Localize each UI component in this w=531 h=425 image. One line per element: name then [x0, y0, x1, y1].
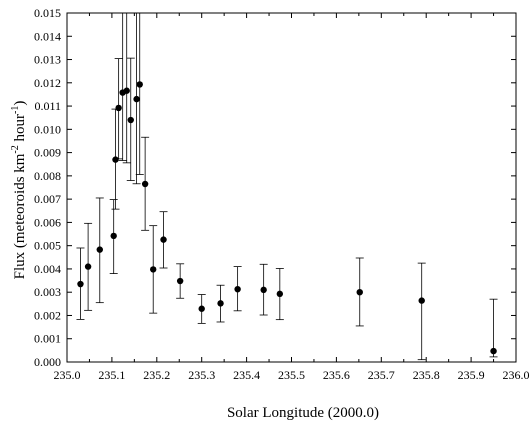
y-tick-label: 0.000: [34, 355, 61, 369]
x-axis-title: Solar Longitude (2000.0): [227, 405, 379, 421]
data-point: [77, 280, 84, 288]
data-point: [276, 290, 284, 298]
y-tick-label: 0.010: [34, 122, 61, 136]
y-axis-title-end: ): [12, 101, 28, 106]
y-tick-label: 0.005: [34, 239, 61, 253]
x-tick-label: 235.2: [143, 368, 170, 382]
y-axis-title-sup2: -1: [10, 106, 21, 114]
data-point: [176, 277, 184, 285]
data-point: [127, 116, 134, 124]
y-tick-label: 0.012: [34, 76, 61, 90]
axis-ticks: [66, 12, 517, 363]
data-point: [160, 236, 167, 243]
data-point: [115, 104, 122, 112]
data-point: [133, 95, 140, 103]
y-tick-label: 0.013: [34, 53, 61, 67]
y-axis-title-mid: hour: [12, 114, 28, 145]
data-point: [260, 286, 267, 294]
data-point: [198, 305, 205, 312]
data-point: [150, 266, 157, 273]
y-axis-title-sup1: -2: [10, 145, 21, 153]
y-tick-label: 0.004: [34, 262, 61, 276]
y-axis-title: Flux (meteoroids km-2 hour-1): [10, 101, 28, 280]
x-tick-label: 235.7: [368, 368, 395, 382]
data-point: [356, 289, 363, 296]
x-tick-label: 235.5: [278, 368, 305, 382]
x-tick-label: 235.6: [323, 368, 350, 382]
data-point: [110, 232, 117, 240]
x-tick-label: 235.4: [233, 368, 260, 382]
error-bars: [76, 12, 498, 361]
y-tick-label: 0.008: [34, 169, 61, 183]
x-tick-label: 235.9: [458, 368, 485, 382]
data-point: [136, 81, 143, 88]
y-tick-label: 0.009: [34, 146, 61, 160]
data-point: [141, 180, 149, 188]
data-point: [217, 300, 224, 307]
y-tick-label: 0.003: [34, 285, 61, 299]
y-tick-label: 0.011: [34, 99, 61, 113]
y-tick-label: 0.006: [34, 215, 61, 229]
x-tick-label: 235.8: [413, 368, 440, 382]
x-tick-label: 235.0: [54, 368, 81, 382]
x-tick-label: 235.3: [188, 368, 215, 382]
y-tick-label: 0.001: [34, 332, 61, 346]
x-tick-label: 235.1: [98, 368, 125, 382]
y-tick-label: 0.014: [34, 29, 61, 43]
x-tick-label: 236.0: [503, 368, 530, 382]
axis-tick-labels: 235.0 235.1 235.2 235.3 235.4 235.5 235.6 235.7…: [34, 6, 530, 382]
y-tick-label: 0.007: [34, 192, 61, 206]
data-point: [490, 347, 497, 355]
data-point: [112, 156, 119, 163]
data-point: [234, 285, 241, 293]
data-point: [418, 297, 425, 304]
data-point: [96, 246, 103, 253]
y-axis-title-main: Flux (meteoroids km: [12, 153, 28, 279]
y-tick-label: 0.002: [34, 308, 61, 322]
y-tick-label: 0.015: [34, 6, 61, 20]
plot-frame: [66, 12, 517, 363]
data-points: [77, 81, 497, 355]
data-point: [123, 87, 130, 94]
data-point: [84, 263, 92, 270]
